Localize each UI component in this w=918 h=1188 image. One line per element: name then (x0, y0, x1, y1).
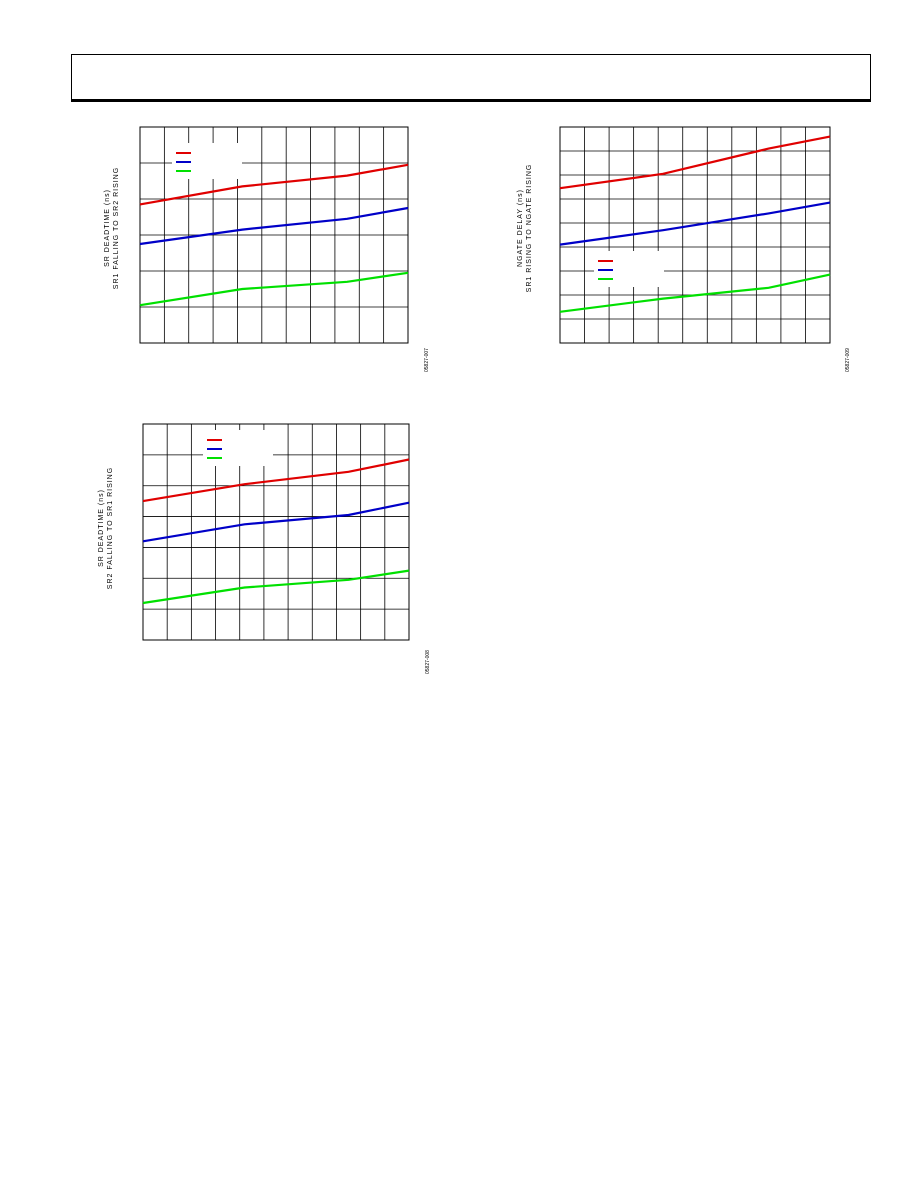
plot-frame (139, 126, 409, 344)
series-line-2 (142, 501, 410, 543)
legend (594, 251, 664, 287)
legend (203, 430, 273, 466)
series-line-2 (559, 201, 831, 246)
series-line-1 (559, 135, 831, 190)
chart-sr1-rising-to-ngate-rising (559, 126, 831, 344)
chart-plot-area (139, 126, 409, 344)
series-line-3 (139, 271, 409, 307)
legend (172, 143, 242, 179)
y-axis-label: SR DEADTIME (ns) SR1 FALLING TO SR2 RISI… (103, 138, 121, 318)
page-header-box (71, 54, 871, 102)
series-line-1 (142, 458, 410, 503)
grid (143, 424, 409, 640)
grid (560, 127, 830, 343)
chart-sr1-falling-to-sr2-rising (139, 126, 409, 344)
y-axis-label-line2: SR1 FALLING TO SR2 RISING (113, 166, 120, 290)
y-axis-label-line2: SR1 RISING TO NGATE RISING (526, 163, 533, 293)
chart-sr2-falling-to-sr1-rising (142, 423, 410, 641)
grid (140, 127, 408, 343)
series-line-2 (139, 206, 409, 246)
figure-code: 05827-009 (845, 348, 851, 372)
figure-code: 05827-007 (424, 348, 430, 372)
series-line-3 (142, 569, 410, 605)
y-axis-label-line2: SR2 FALLING TO SR1 RISING (107, 466, 114, 590)
plot-frame (559, 126, 831, 344)
y-axis-label-line1: SR DEADTIME (ns) (98, 489, 105, 567)
y-axis-label-line1: SR DEADTIME (ns) (104, 189, 111, 267)
y-axis-label-line1: NGATE DELAY (ns) (517, 189, 524, 267)
y-axis-label: NGATE DELAY (ns) SR1 RISING TO NGATE RIS… (516, 138, 534, 318)
chart-plot-area (142, 423, 410, 641)
series-line-3 (559, 273, 831, 313)
chart-plot-area (559, 126, 831, 344)
y-axis-label: SR DEADTIME (ns) SR2 FALLING TO SR1 RISI… (97, 438, 115, 618)
series-line-1 (139, 163, 409, 206)
plot-frame (142, 423, 410, 641)
figure-code: 05827-008 (425, 650, 431, 674)
